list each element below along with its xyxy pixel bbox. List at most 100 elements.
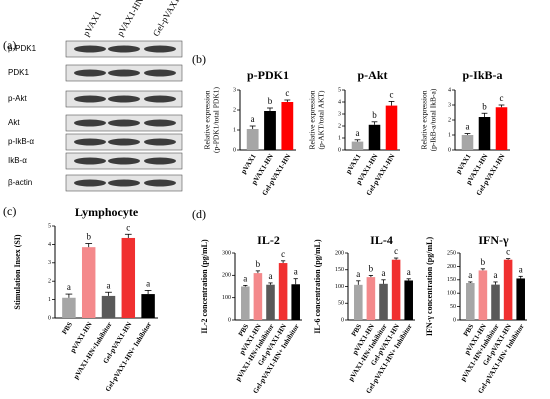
bar xyxy=(491,284,500,320)
bar xyxy=(281,102,294,150)
panel-label: (b) xyxy=(192,52,206,66)
bar xyxy=(62,297,76,318)
significance-letter: c xyxy=(285,88,289,98)
bar xyxy=(385,105,398,150)
y-axis-label: IL-2 concentration (pg/mL) xyxy=(200,239,209,334)
y-tick-label: 3 xyxy=(448,102,451,108)
y-tick-label: 2 xyxy=(48,279,51,285)
blot-band xyxy=(74,95,106,103)
bar xyxy=(81,247,96,318)
y-tick-label: 1 xyxy=(338,135,341,141)
significance-letter: c xyxy=(394,246,398,256)
y-tick-label: 4 xyxy=(338,99,341,105)
y-tick-label: 50 xyxy=(450,304,456,310)
bar xyxy=(253,273,263,320)
y-tick-label: 200 xyxy=(335,250,344,256)
blot-band xyxy=(74,119,106,127)
panel-label: (d) xyxy=(192,207,206,221)
bar xyxy=(461,135,474,150)
y-tick-label: 0 xyxy=(233,147,236,153)
y-axis-label: Stimulation Insex (SI) xyxy=(13,234,22,309)
significance-letter: c xyxy=(126,222,130,232)
significance-letter: a xyxy=(466,122,470,132)
significance-letter: a xyxy=(107,280,111,290)
chart-title: IL-4 xyxy=(370,233,393,247)
y-tick-label: 250 xyxy=(447,250,456,256)
chart-title: p-PDK1 xyxy=(247,68,289,82)
y-axis-label: IFN-γ concentration (pg/mL) xyxy=(425,237,434,337)
bar xyxy=(495,107,508,150)
blot-band xyxy=(108,95,140,103)
y-tick-label: 3 xyxy=(48,260,51,266)
bar xyxy=(101,295,116,318)
bar xyxy=(246,129,259,150)
y-tick-label: 4 xyxy=(448,87,451,93)
blot-band xyxy=(108,138,140,146)
y-tick-label: 5 xyxy=(48,223,51,229)
bar xyxy=(366,277,376,320)
y-axis-label: Relative expression xyxy=(308,90,317,149)
bar xyxy=(478,117,491,150)
y-tick-label: 0 xyxy=(338,147,341,153)
blot-band xyxy=(74,45,106,53)
y-tick-label: 200 xyxy=(447,264,456,270)
bar xyxy=(466,283,475,320)
bar xyxy=(404,280,413,320)
y-tick-label: 3 xyxy=(338,111,341,117)
significance-letter: b xyxy=(86,232,91,242)
significance-letter: b xyxy=(256,259,261,269)
significance-letter: a xyxy=(407,267,411,277)
significance-letter: c xyxy=(390,89,394,99)
bar xyxy=(368,124,381,150)
blot-row-label: p-Akt xyxy=(8,94,27,103)
y-axis-label: Relative expression xyxy=(203,90,212,149)
significance-letter: a xyxy=(382,268,386,278)
significance-letter: a xyxy=(468,270,472,280)
panel-label: (a) xyxy=(3,38,16,52)
blot-column-label: pVAX1 xyxy=(81,9,103,38)
blot-band xyxy=(74,179,106,187)
y-axis-label: (p-PDK1/total PDK1) xyxy=(212,86,221,153)
significance-letter: b xyxy=(268,96,273,106)
significance-letter: a xyxy=(494,270,498,280)
blot-band xyxy=(108,157,140,165)
significance-letter: a xyxy=(251,114,255,124)
y-tick-label: 0 xyxy=(453,317,456,323)
blot-band xyxy=(108,69,140,77)
y-tick-label: 2 xyxy=(233,107,236,113)
y-tick-label: 0 xyxy=(48,315,51,321)
y-tick-label: 100 xyxy=(222,295,231,301)
y-tick-label: 150 xyxy=(335,267,344,273)
significance-letter: b xyxy=(482,101,487,111)
y-axis-label: (p-IkB-a/total IkB-a) xyxy=(429,88,438,151)
bar xyxy=(278,263,288,320)
y-tick-label: 100 xyxy=(447,291,456,297)
blot-band xyxy=(144,179,176,187)
chart-title: p-Akt xyxy=(357,68,387,82)
significance-letter: c xyxy=(500,93,504,103)
y-tick-label: 150 xyxy=(447,277,456,283)
y-tick-label: 100 xyxy=(335,284,344,290)
panel-label: (c) xyxy=(3,204,16,218)
blot-band xyxy=(108,119,140,127)
bar xyxy=(121,237,136,318)
y-tick-label: 5 xyxy=(338,87,341,93)
significance-letter: a xyxy=(269,271,273,281)
blot-row-label: β-actin xyxy=(8,178,32,187)
y-tick-label: 2 xyxy=(338,123,341,129)
y-tick-label: 50 xyxy=(338,301,344,307)
y-tick-label: 200 xyxy=(222,273,231,279)
blot-column-label: pVAX1-HN xyxy=(115,0,146,38)
blot-band xyxy=(74,69,106,77)
y-tick-label: 4 xyxy=(48,242,51,248)
x-tick-label: PBS xyxy=(60,321,74,336)
y-axis-label: IL-6 concentration (pg/mL) xyxy=(313,239,322,334)
blot-row-label: Akt xyxy=(8,118,20,127)
significance-letter: a xyxy=(356,269,360,279)
significance-letter: a xyxy=(519,264,523,274)
bar xyxy=(503,259,513,320)
significance-letter: a xyxy=(67,282,71,292)
blot-row-label: p-PDK1 xyxy=(8,44,37,53)
blot-band xyxy=(144,45,176,53)
